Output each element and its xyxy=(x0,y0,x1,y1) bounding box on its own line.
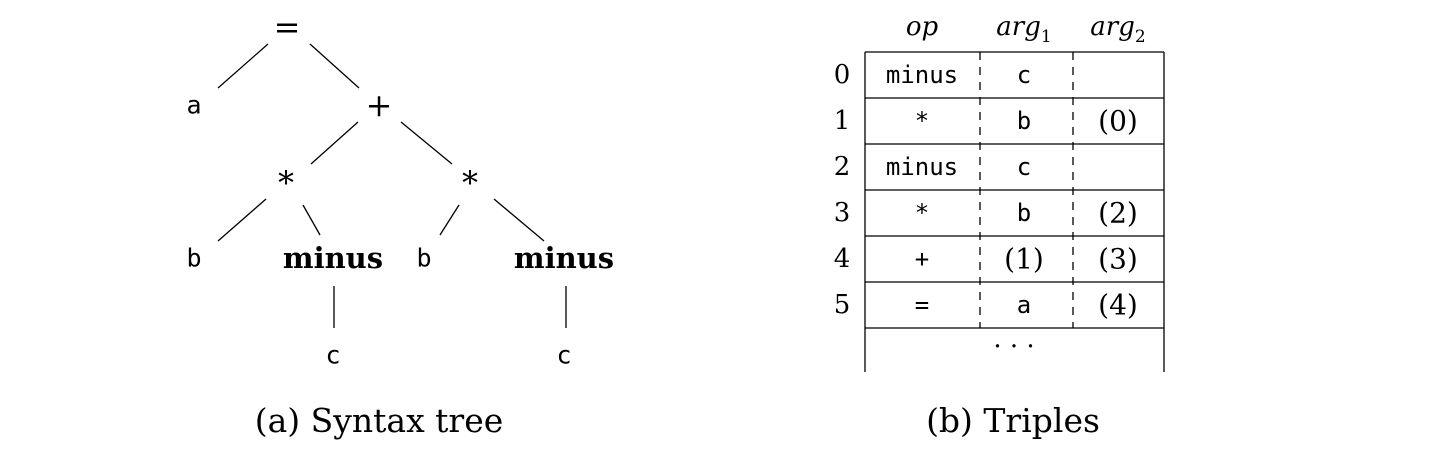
triples-caption: (b) Triples xyxy=(926,401,1100,440)
tree-node-plus: + xyxy=(366,86,393,124)
cell-arg2: (4) xyxy=(1098,289,1138,322)
tree-edge xyxy=(309,43,360,89)
tree-node-a: a xyxy=(186,91,201,120)
cell-arg1: c xyxy=(1017,61,1031,89)
table-headers: op arg1 arg2 xyxy=(906,12,1146,47)
cell-arg1: b xyxy=(1017,199,1031,227)
tree-node-c-left: c xyxy=(325,341,340,370)
table-grid xyxy=(864,51,1165,372)
cell-arg2: (3) xyxy=(1098,243,1138,276)
cell-arg1: c xyxy=(1017,153,1031,181)
cell-arg1: a xyxy=(1017,291,1031,319)
row-index: 3 xyxy=(834,198,851,228)
table-ellipsis: · · · xyxy=(993,332,1034,362)
cell-arg1: b xyxy=(1017,107,1031,135)
column-header-arg2: arg2 xyxy=(1090,12,1145,47)
tree-edge xyxy=(217,198,267,242)
tree-node-minus-right: minus xyxy=(514,241,614,275)
row-index: 1 xyxy=(834,106,851,136)
triples-table: op arg1 arg2 0 minus c 1 * b (0) 2 minus c 3 * b (2) 4 + (… xyxy=(834,12,1165,440)
table-cells: 0 minus c 1 * b (0) 2 minus c 3 * b (2) 4 + (1) (3) 5 = a (4) xyxy=(834,60,1138,322)
tree-edge xyxy=(439,204,460,236)
row-index: 2 xyxy=(834,152,851,182)
column-header-arg1: arg1 xyxy=(996,12,1051,47)
cell-op: * xyxy=(915,107,929,135)
tree-node-equals: = xyxy=(274,8,301,46)
cell-op: + xyxy=(915,245,929,273)
row-index: 5 xyxy=(834,290,851,320)
tree-node-b-right: b xyxy=(416,244,431,273)
cell-arg2: (0) xyxy=(1098,105,1138,138)
cell-arg1: (1) xyxy=(1004,243,1044,276)
cell-op: = xyxy=(915,291,929,319)
cell-op: * xyxy=(915,199,929,227)
tree-edge xyxy=(310,121,359,165)
tree-node-star-left: * xyxy=(278,164,294,202)
tree-edge xyxy=(217,43,269,89)
row-index: 0 xyxy=(834,60,851,90)
tree-caption: (a) Syntax tree xyxy=(255,401,504,440)
cell-op: minus xyxy=(886,153,958,181)
tree-edges xyxy=(217,43,567,328)
cell-op: minus xyxy=(886,61,958,89)
tree-node-minus-left: minus xyxy=(283,241,383,275)
column-header-op: op xyxy=(906,12,939,42)
tree-node-b-left: b xyxy=(186,244,201,273)
tree-node-star-right: * xyxy=(462,164,478,202)
row-index: 4 xyxy=(834,244,851,274)
syntax-tree: = a + * * b minus b minus c c (a) Syntax tree xyxy=(186,8,614,440)
tree-edge xyxy=(493,198,545,242)
cell-arg2: (2) xyxy=(1098,197,1138,230)
tree-node-c-right: c xyxy=(556,341,571,370)
tree-edge xyxy=(400,121,453,165)
tree-edge xyxy=(302,204,321,236)
tree-nodes: = a + * * b minus b minus c c xyxy=(186,8,614,370)
